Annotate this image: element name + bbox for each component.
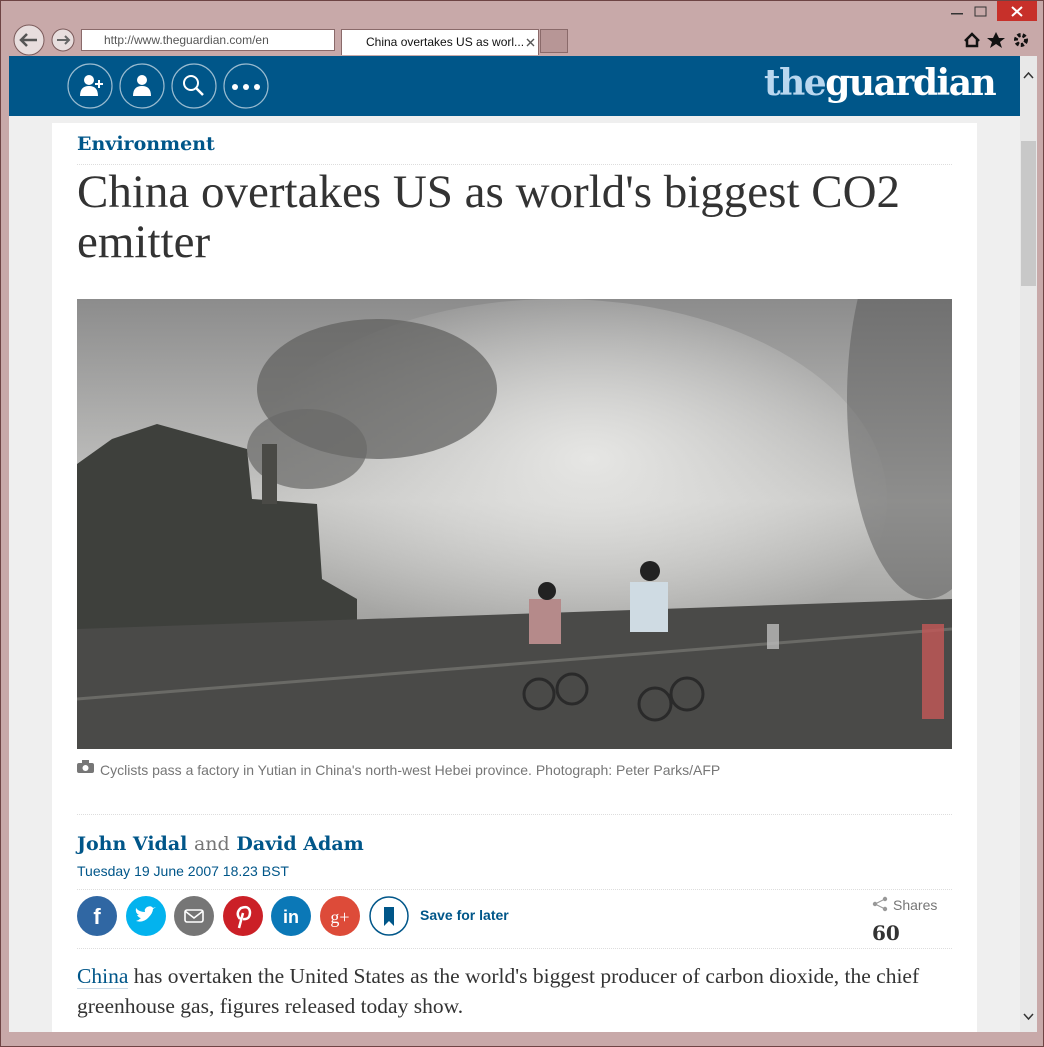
byline: John Vidal and David Adam [77, 833, 364, 855]
scrollbar[interactable] [1020, 56, 1037, 1032]
signin-button[interactable] [67, 63, 113, 109]
tab-title: China overtakes US as worl... [366, 35, 525, 49]
headline: China overtakes US as world's biggest CO… [77, 166, 901, 268]
date: Tuesday 19 June 2007 18.23 BST [77, 863, 289, 879]
share-facebook[interactable] [77, 896, 117, 936]
divider [77, 948, 952, 949]
shares-count: 60 [872, 921, 900, 945]
logo[interactable]: theguardian [764, 62, 997, 104]
site-header: theguardian [9, 56, 1020, 116]
header-buttons [67, 63, 269, 109]
author-link[interactable]: John Vidal [77, 833, 188, 855]
linkedin-icon: in [283, 907, 299, 927]
share-icon [872, 896, 888, 912]
googleplus-icon: g+ [330, 907, 349, 927]
photo [77, 299, 952, 749]
shares-label: Shares [893, 897, 938, 913]
logo-guardian: guardian [825, 62, 997, 104]
body-paragraph: China has overtaken the United States as… [77, 961, 937, 1021]
divider [77, 814, 952, 815]
url: http://www.theguardian.com/en [104, 33, 269, 47]
share-buttons: f in g+ [77, 896, 409, 936]
viewport: theguardian Environment China overtakes … [9, 56, 1037, 1032]
share-email[interactable] [174, 896, 214, 936]
scrollbar-parts [1021, 71, 1036, 1021]
divider [77, 164, 952, 165]
body-link[interactable]: China [77, 964, 129, 989]
address-bar[interactable]: http://www.theguardian.com/en [81, 29, 335, 51]
maximize[interactable] [974, 6, 987, 17]
byline-join: and [193, 833, 230, 855]
tab[interactable]: China overtakes US as worl... [341, 29, 539, 55]
section-link[interactable]: Environment [77, 133, 215, 155]
settings-icon[interactable] [1014, 33, 1028, 47]
save-for-later[interactable]: Save for later [420, 907, 509, 923]
minimize[interactable] [951, 13, 963, 15]
article: Environment China overtakes US as world'… [52, 123, 977, 1032]
caption: Cyclists pass a factory in Yutian in Chi… [100, 762, 721, 778]
camera-icon [77, 760, 94, 773]
more-button[interactable] [223, 63, 269, 109]
new-tab[interactable] [540, 29, 568, 53]
tab-close[interactable] [526, 38, 535, 47]
body-text: has overtaken the United States as the w… [77, 964, 920, 1018]
logo-the: the [764, 62, 827, 104]
browser-controls [13, 1, 1037, 56]
facebook-icon: f [93, 904, 101, 929]
divider [77, 889, 952, 890]
home-icon[interactable] [964, 32, 980, 48]
profile-button[interactable] [119, 63, 165, 109]
share-googleplus[interactable] [320, 896, 360, 936]
share-linkedin[interactable] [271, 896, 311, 936]
author-link[interactable]: David Adam [236, 833, 364, 855]
search-button[interactable] [171, 63, 217, 109]
favorites-icon[interactable] [987, 32, 1005, 48]
